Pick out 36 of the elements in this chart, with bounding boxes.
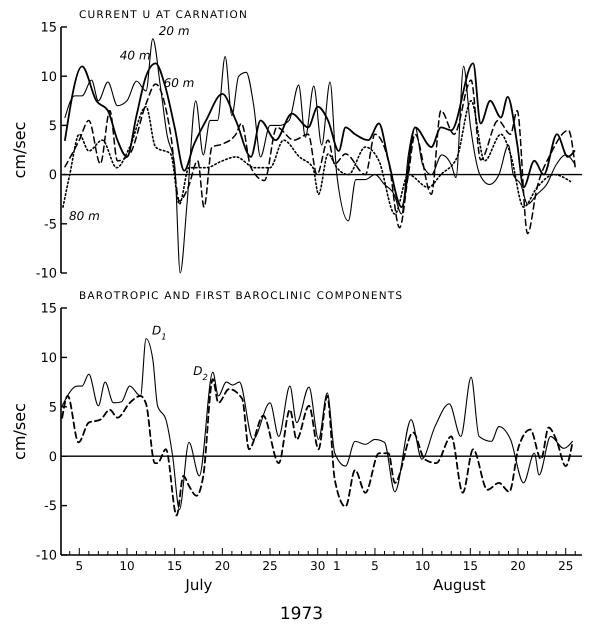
y-tick-label: -10 (36, 548, 57, 564)
series-label: 20 m (158, 24, 190, 38)
text: August (433, 576, 486, 594)
x-tick-label: 15 (462, 559, 478, 573)
x-tick-label: 20 (510, 559, 526, 573)
x-tick-label: 25 (558, 559, 574, 573)
y-axis-title: cm/sec (10, 403, 29, 460)
x-axis-title: 1973 (280, 604, 324, 624)
text: July (184, 576, 213, 594)
y-tick-label: 5 (48, 118, 57, 134)
x-tick-label: 30 (310, 559, 326, 573)
chart-title: CURRENT U AT CARNATION (79, 9, 248, 21)
y-tick-label: 15 (40, 20, 57, 36)
y-axis-title: cm/sec (10, 122, 29, 178)
x-tick-label: 25 (262, 559, 278, 573)
x-tick-label: 10 (415, 559, 430, 573)
y-tick-label: 10 (40, 70, 57, 85)
y-tick-label: 0 (48, 168, 57, 184)
x-tick-label: 15 (167, 559, 182, 573)
x-tick-label: 20 (214, 559, 230, 573)
y-tick-label: 0 (48, 450, 57, 465)
y-tick-label: 15 (40, 302, 57, 317)
x-tick-label: 10 (119, 559, 135, 573)
series-label: D$_{2}$ (193, 364, 208, 382)
y-tick-label: 5 (48, 400, 57, 416)
series-label: 40 m (120, 48, 151, 62)
x-tick-label: 1 (332, 559, 341, 573)
x-tick-label: 5 (75, 559, 84, 573)
y-tick-label: -5 (44, 217, 57, 232)
x-tick-label: 5 (371, 559, 379, 573)
chart-title: BAROTROPIC AND FIRST BAROCLINIC COMPONENTS (79, 290, 404, 302)
series-label: 80 m (68, 209, 100, 224)
y-tick-label: 10 (40, 350, 57, 366)
series-label: D$_{1}$ (152, 324, 167, 342)
y-tick-label: -10 (36, 266, 57, 282)
y-tick-label: -5 (44, 499, 57, 514)
